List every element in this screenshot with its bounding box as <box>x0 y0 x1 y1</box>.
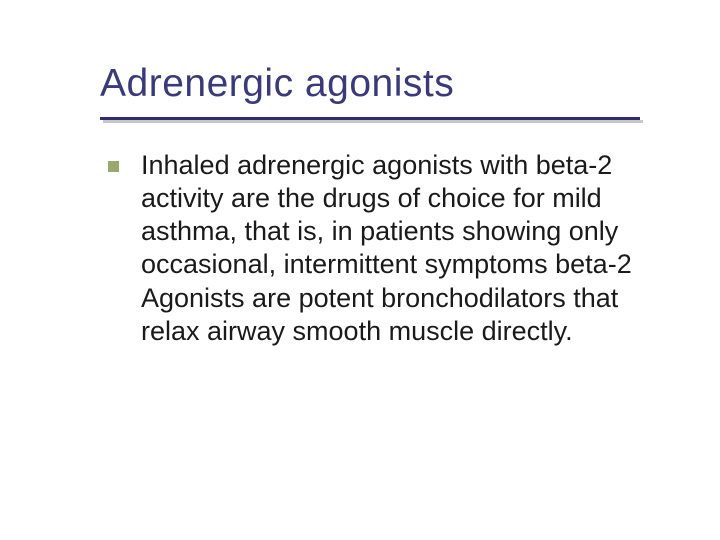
slide: Adrenergic agonists Inhaled adrenergic a… <box>0 0 720 540</box>
bullet-text: Inhaled adrenergic agonists with beta-2 … <box>141 149 651 348</box>
square-bullet-icon <box>108 161 119 172</box>
title-underline-shadow <box>103 120 643 123</box>
bullet-item: Inhaled adrenergic agonists with beta-2 … <box>100 149 660 348</box>
title-block: Adrenergic agonists <box>100 62 660 121</box>
slide-title: Adrenergic agonists <box>100 62 660 117</box>
title-underline-line <box>100 117 640 120</box>
title-underline <box>100 117 640 121</box>
